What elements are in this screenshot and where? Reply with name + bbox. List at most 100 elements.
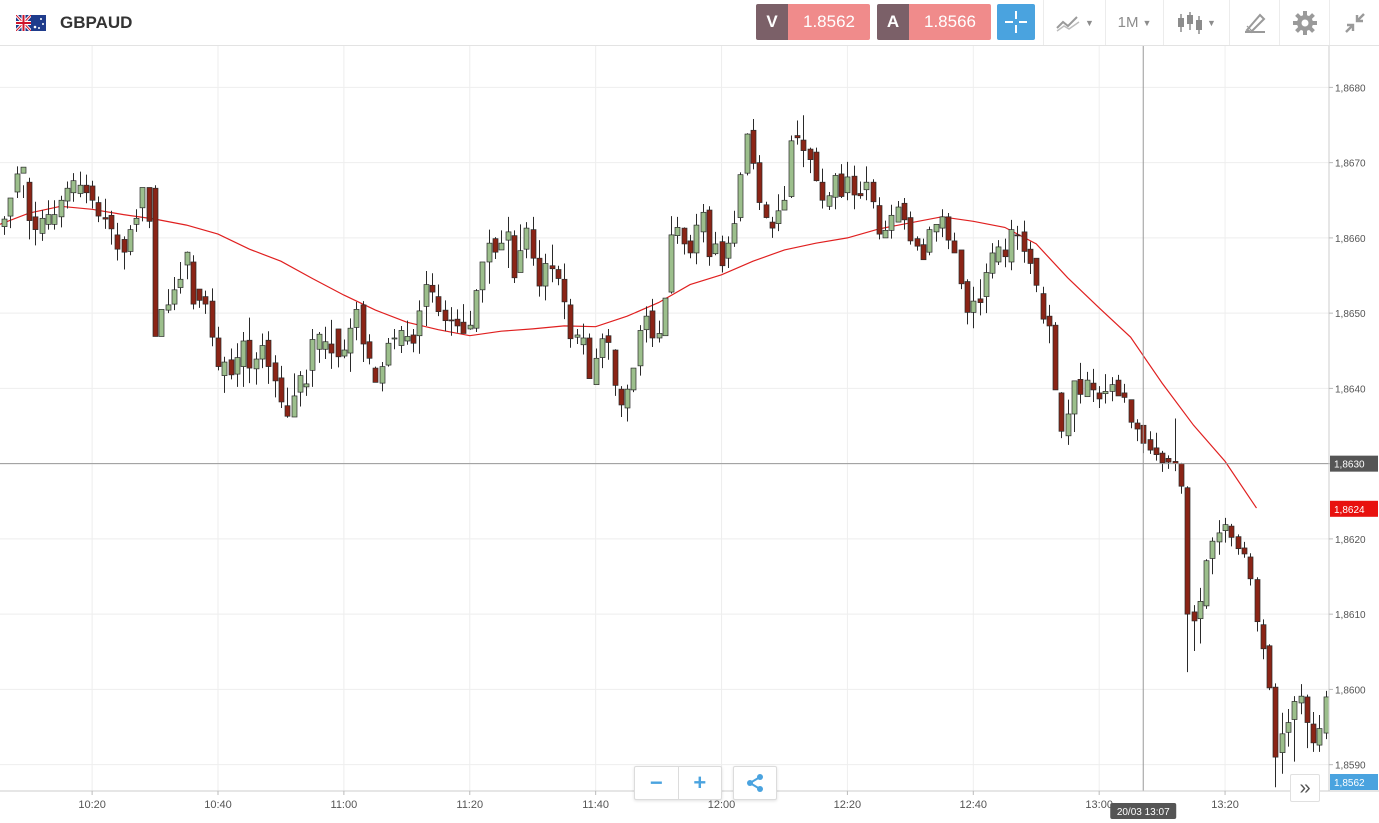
candle xyxy=(7,197,14,229)
candle xyxy=(498,230,505,251)
candle xyxy=(259,333,266,369)
candle xyxy=(89,180,96,209)
candle-body xyxy=(1197,601,1204,620)
candle xyxy=(328,319,335,369)
candle-body xyxy=(549,265,556,270)
candle-body xyxy=(926,229,933,253)
zoom-out-button[interactable]: − xyxy=(635,767,679,799)
chart-type-button[interactable]: ▼ xyxy=(1163,0,1229,45)
candle-body xyxy=(297,375,304,393)
candle xyxy=(253,352,260,385)
candle-body xyxy=(265,339,272,367)
candle xyxy=(1254,577,1261,632)
candle xyxy=(410,328,417,353)
indicators-button[interactable]: ▼ xyxy=(1043,0,1105,45)
candle-body xyxy=(127,229,134,252)
candle-body xyxy=(460,321,467,334)
scroll-to-latest-button[interactable]: » xyxy=(1290,774,1320,802)
candle-body xyxy=(196,288,203,301)
candle-body xyxy=(385,342,392,366)
candle xyxy=(1084,371,1091,398)
candle-body xyxy=(826,195,833,207)
candle xyxy=(687,234,694,259)
candle-body xyxy=(1241,547,1248,555)
candle-body xyxy=(1121,392,1128,398)
candle-body xyxy=(246,339,253,369)
candle-body xyxy=(681,227,688,245)
candle xyxy=(316,331,323,363)
candle-body xyxy=(656,333,663,339)
candle xyxy=(788,135,795,199)
share-button[interactable] xyxy=(733,766,777,800)
candle-body xyxy=(202,296,209,305)
candle xyxy=(599,333,606,369)
candle xyxy=(70,173,77,202)
candlestick-chart[interactable]: 1,8680 1,8670 1,8660 1,8650 1,8640 1,8630 1,86… xyxy=(0,46,1379,823)
candle xyxy=(1304,694,1311,749)
plus-icon: + xyxy=(693,770,707,795)
candle xyxy=(649,298,656,348)
candle xyxy=(1197,587,1204,644)
candle xyxy=(335,328,342,368)
candle-body xyxy=(1279,733,1286,753)
candle xyxy=(353,301,360,341)
candle-body xyxy=(322,341,329,350)
candle xyxy=(146,187,153,229)
buy-button[interactable]: A 1.8566 xyxy=(877,4,991,40)
candle xyxy=(719,235,726,273)
candle-body xyxy=(555,269,562,279)
timeframe-selector[interactable]: 1M ▼ xyxy=(1105,0,1163,45)
candle-body xyxy=(1209,540,1216,559)
candle-body xyxy=(674,227,681,236)
candle xyxy=(26,177,33,240)
candle xyxy=(882,220,889,239)
candle-body xyxy=(763,204,770,218)
candle xyxy=(1040,286,1047,324)
candle xyxy=(706,206,713,266)
candle-body xyxy=(914,238,921,247)
candle-body xyxy=(744,133,751,174)
gb-au-flag-icon xyxy=(16,15,46,31)
candle xyxy=(1021,220,1028,263)
moving-average-line xyxy=(0,205,1257,509)
x-tick-label: 12:40 xyxy=(960,799,988,811)
candle-body xyxy=(291,395,298,418)
candle-body xyxy=(1046,315,1053,327)
candle-body xyxy=(1014,234,1021,237)
crosshair-button[interactable] xyxy=(997,4,1035,40)
candle-body xyxy=(624,388,631,409)
candle-body xyxy=(1109,384,1116,392)
candle-body xyxy=(404,336,411,342)
candle-body xyxy=(486,242,493,263)
settings-button[interactable] xyxy=(1279,0,1329,45)
double-chevron-right-icon: » xyxy=(1299,776,1311,799)
candle-body xyxy=(303,383,310,388)
candle xyxy=(347,318,354,372)
candle-body xyxy=(662,297,669,337)
candle xyxy=(983,263,990,314)
chart-area[interactable]: 1,8680 1,8670 1,8660 1,8650 1,8640 1,8630 1,86… xyxy=(0,46,1379,823)
candle-body xyxy=(731,223,738,244)
candle xyxy=(1153,432,1160,461)
candle xyxy=(1235,534,1242,555)
candle-body xyxy=(158,309,165,337)
candle xyxy=(1102,374,1109,404)
zoom-in-button[interactable]: + xyxy=(679,767,722,799)
candle xyxy=(278,365,285,408)
candle xyxy=(624,384,631,422)
candle-body xyxy=(259,345,266,360)
candle-body xyxy=(1134,422,1141,430)
candle xyxy=(870,179,877,209)
candle xyxy=(284,387,291,418)
candle xyxy=(1191,605,1198,652)
candle-body xyxy=(586,337,593,379)
candle xyxy=(77,171,84,198)
candle-body xyxy=(700,211,707,233)
candle-body xyxy=(964,281,971,313)
candle xyxy=(951,232,958,254)
candle xyxy=(215,326,222,371)
collapse-button[interactable] xyxy=(1329,0,1379,45)
drawing-tools-button[interactable] xyxy=(1229,0,1279,45)
share-icon xyxy=(747,774,763,792)
sell-button[interactable]: V 1.8562 xyxy=(756,4,870,40)
